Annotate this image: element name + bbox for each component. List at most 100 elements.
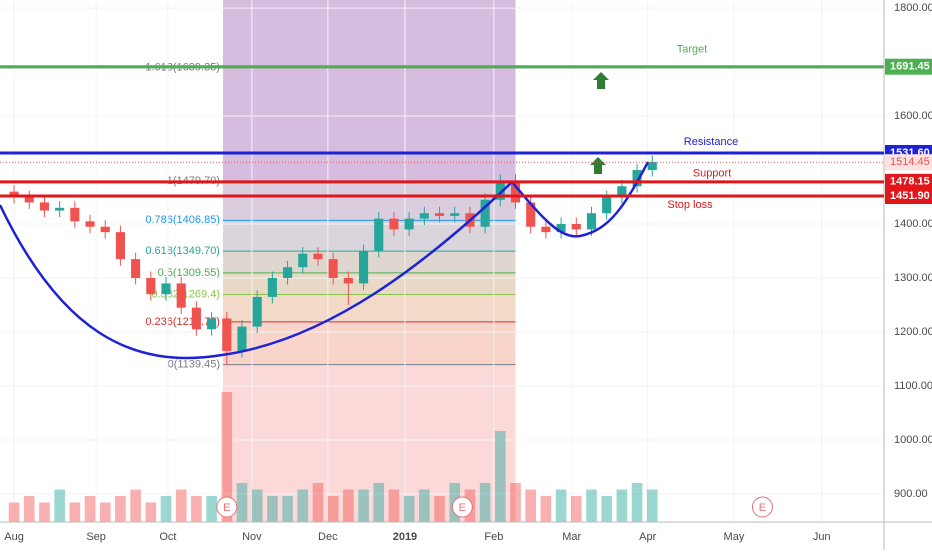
level-name: Support (693, 168, 732, 180)
earnings-marker (751, 496, 773, 518)
volume-bar (39, 502, 50, 522)
volume-bar (403, 496, 415, 522)
candle-body (207, 318, 217, 330)
candle-body (632, 170, 642, 187)
candle-body (222, 318, 232, 351)
candle-body (526, 202, 536, 227)
level-name: Target (677, 44, 708, 56)
price-badge-label: 1691.45 (890, 61, 930, 73)
volume-bar (206, 496, 217, 522)
candle-body (252, 296, 262, 327)
candle-body (358, 251, 369, 284)
volume-bar (23, 496, 35, 522)
volume-bar (555, 489, 567, 522)
candle-body (161, 283, 171, 295)
volume-bar (540, 496, 552, 522)
candle-body (131, 259, 141, 279)
candle-body (298, 253, 308, 268)
price-badge (885, 173, 932, 190)
candle-body (115, 232, 125, 260)
candle-body (39, 202, 50, 211)
overlay: 1800.00 1600.00 1400.00 1300.00 1200.00 1100.… (0, 2, 932, 543)
x-tick-label: Sep (86, 531, 106, 543)
volume-bar (236, 483, 248, 522)
level-name: Stop loss (667, 199, 713, 211)
fib-band (222, 321, 516, 365)
y-tick-label: 1600.00 (894, 110, 932, 122)
fib-band (222, 251, 516, 273)
candle-body (191, 307, 201, 330)
earnings-marker (216, 496, 238, 518)
candle-body (9, 191, 19, 198)
volume-bar (646, 489, 658, 522)
volume-bar (175, 489, 187, 522)
volume-bar (130, 489, 141, 522)
volume-bar (267, 496, 278, 522)
x-tick-label: Apr (639, 531, 656, 543)
arrow-up (590, 157, 606, 174)
fib-zone: 1.618(1689.35)1(1479.70)0.786(1406.85)0.… (0, 0, 884, 522)
candle-body (24, 197, 34, 203)
volume-bar (388, 489, 400, 522)
fib-label: 0.5(1309.55) (158, 267, 220, 279)
fib-label: 0.618(1349.70) (145, 245, 220, 257)
volume-bar (479, 483, 491, 522)
volume-bar (525, 489, 537, 522)
volume-bar (358, 489, 369, 522)
volume-bar (251, 489, 263, 522)
earnings-label: E (759, 502, 766, 514)
volume-bar (327, 496, 339, 522)
volume-bar (115, 496, 126, 522)
candle-body (571, 224, 581, 230)
price-badge-label: 1451.90 (890, 190, 930, 202)
volume-bar (570, 496, 582, 522)
fib-label: 0(1139.45) (168, 359, 220, 371)
price-badge (885, 58, 932, 75)
volume-bar (69, 502, 81, 522)
candle-body (541, 226, 551, 233)
candle-body (419, 213, 429, 219)
candle-body (328, 259, 338, 279)
price-badge (885, 154, 932, 171)
candle-body (176, 283, 186, 308)
volume-bar (282, 496, 293, 522)
x-tick-label: 2019 (393, 531, 417, 543)
y-tick-label: 1800.00 (894, 2, 932, 14)
candle-body (510, 180, 521, 203)
candle-body (343, 278, 353, 284)
price-badge-label: 1478.15 (890, 176, 930, 188)
candle-body (55, 207, 65, 211)
level-name: Resistance (684, 136, 738, 148)
volume-bar (601, 496, 612, 522)
x-tick-label: Aug (4, 531, 24, 543)
volume-bar (312, 483, 324, 522)
candle-body (313, 253, 323, 260)
candle-body (70, 207, 80, 222)
candle-body (237, 326, 247, 351)
candle-body (267, 278, 277, 297)
volume-bar (84, 496, 96, 522)
candle-body (100, 226, 110, 233)
volume-bar (145, 502, 157, 522)
y-tick-label: 1200.00 (894, 326, 932, 338)
candle-body (556, 224, 566, 233)
candle-body (586, 213, 597, 230)
candle-body (85, 221, 95, 227)
volume-bar (510, 483, 521, 522)
volume-bar (160, 496, 172, 522)
earnings-marker (451, 496, 473, 518)
y-tick-label: 1300.00 (894, 272, 932, 284)
x-tick-label: May (724, 531, 745, 543)
volume-bar (343, 489, 354, 522)
volume-bar (191, 496, 202, 522)
candle-body (374, 218, 384, 252)
candle-body (480, 199, 490, 227)
x-tick-label: Dec (318, 531, 338, 543)
cup-curve (0, 181, 513, 360)
fib-band (222, 294, 516, 322)
candle-body (617, 186, 627, 198)
candle-body (389, 218, 399, 230)
candle-body (146, 278, 156, 295)
volume-bar (373, 483, 385, 522)
